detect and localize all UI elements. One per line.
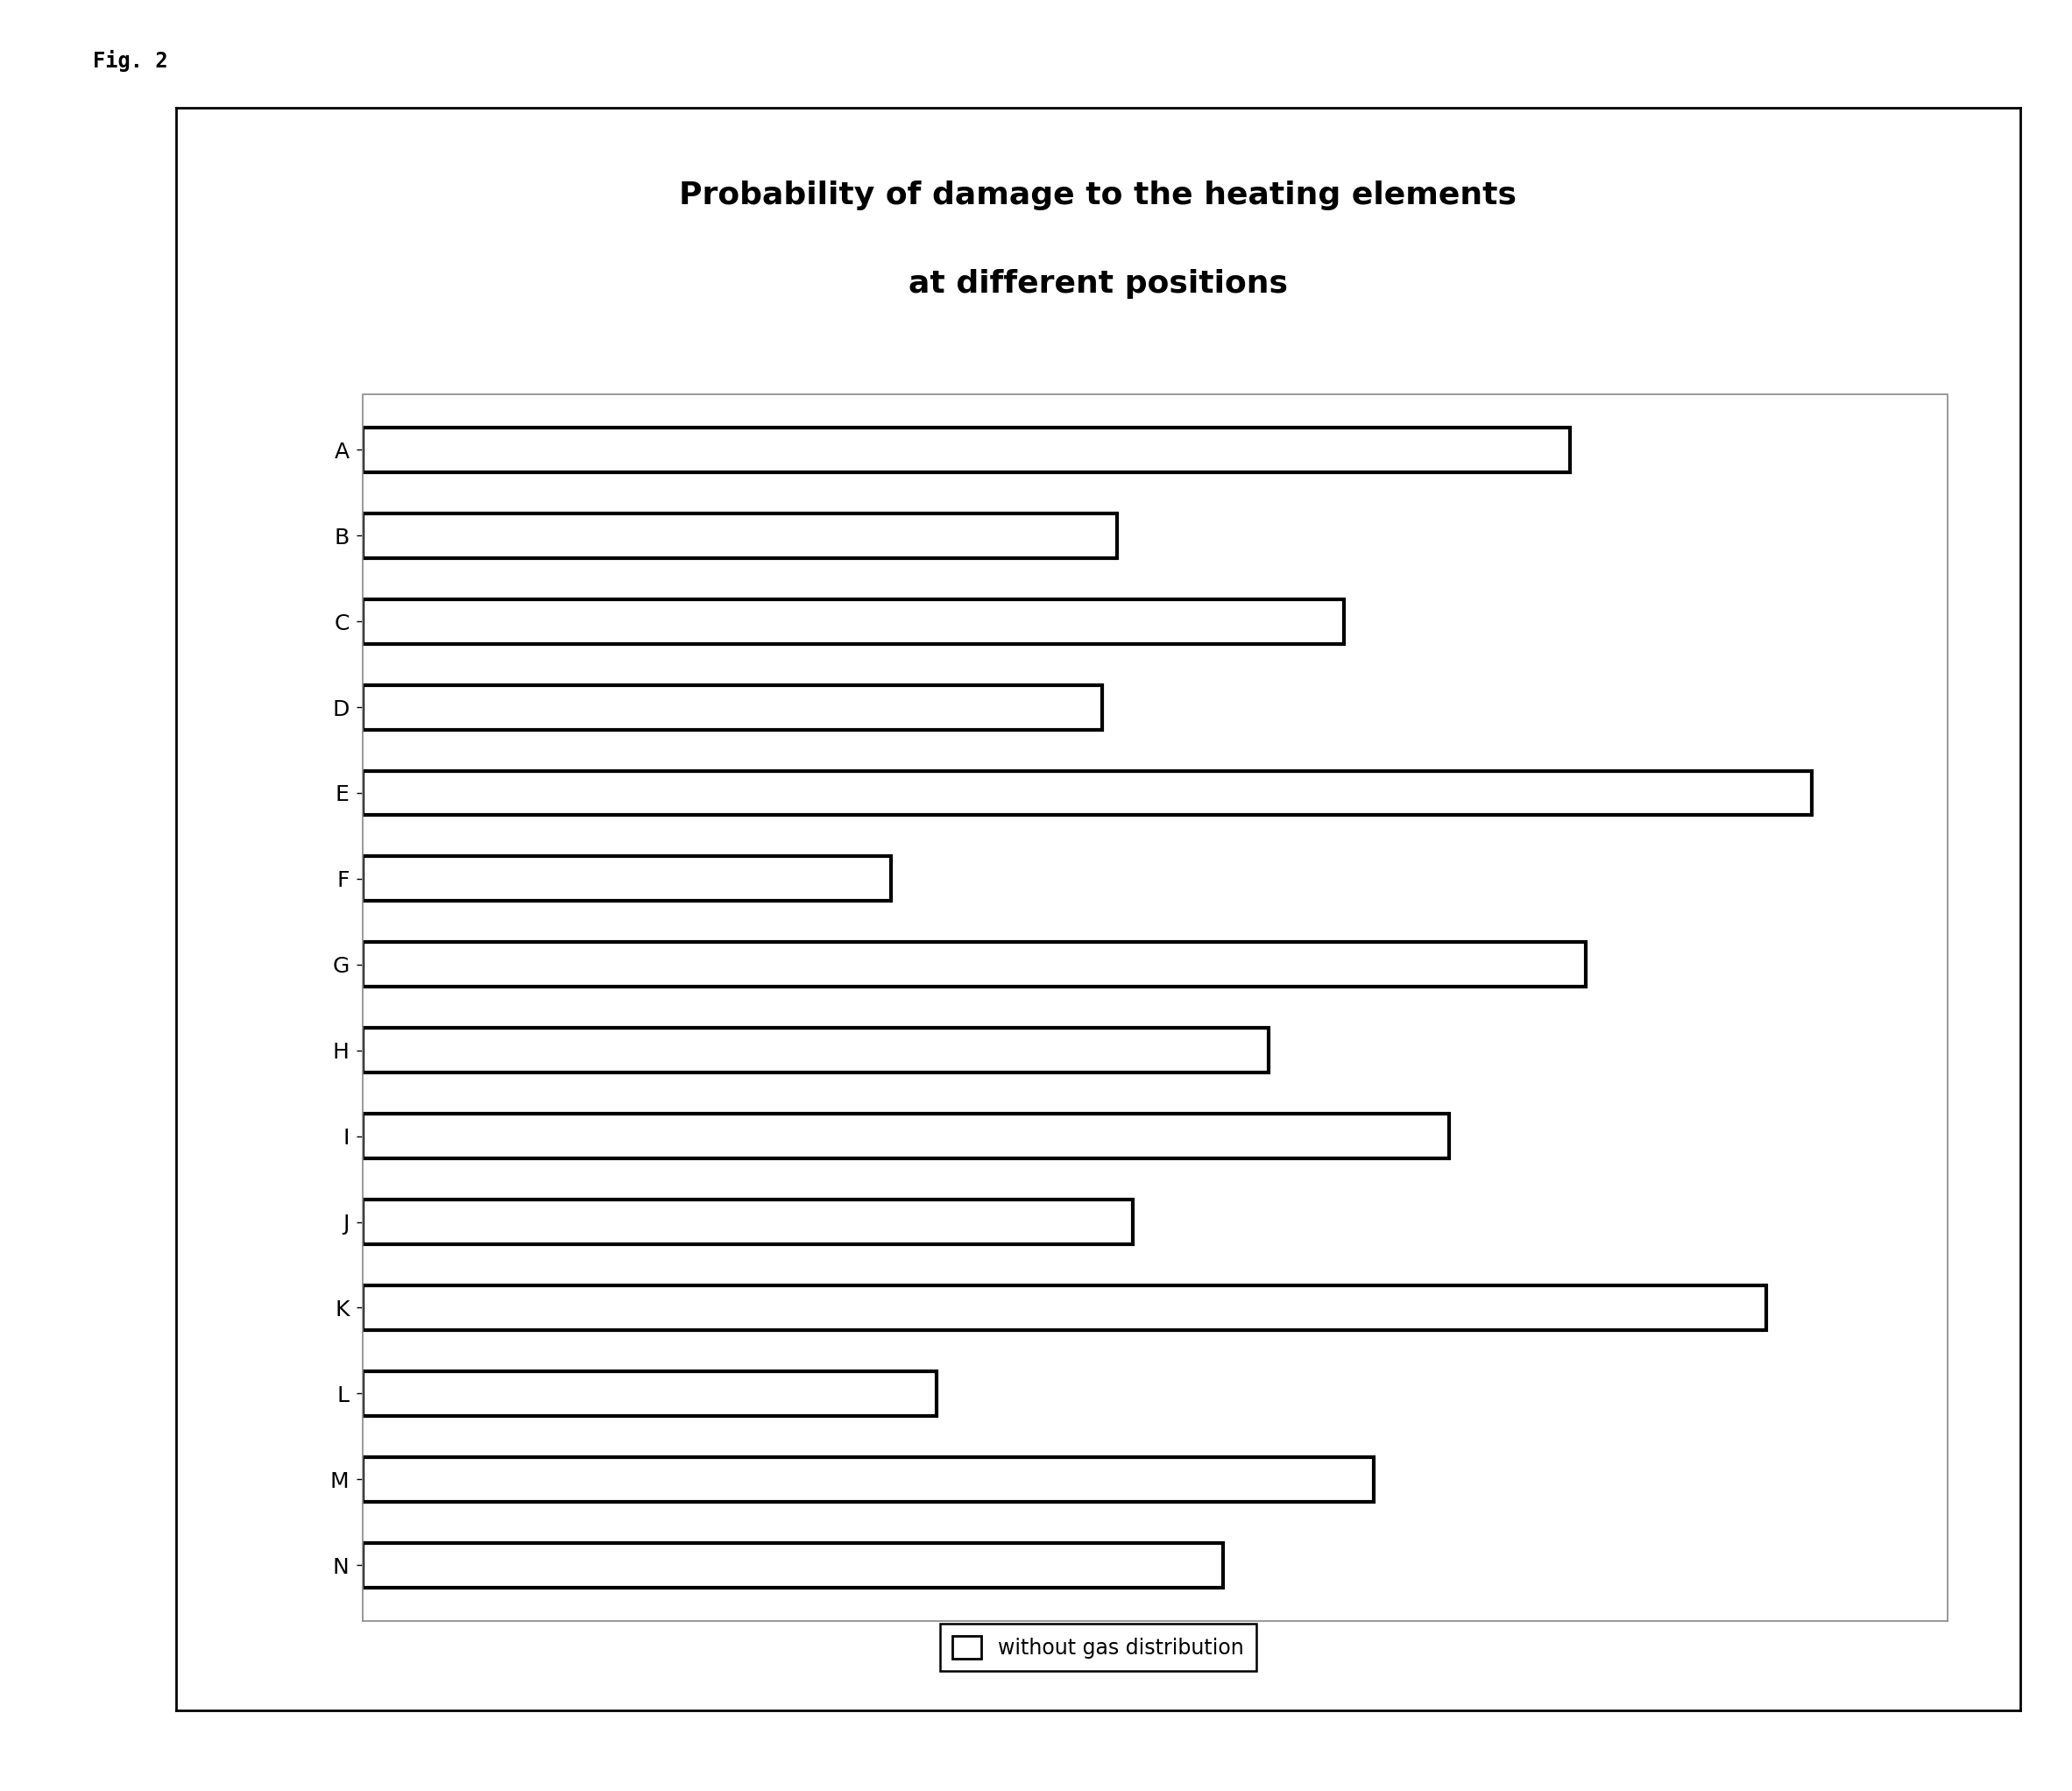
Bar <box>363 856 891 901</box>
Bar <box>363 1200 1133 1245</box>
Bar <box>363 684 1102 729</box>
Bar <box>363 514 1117 557</box>
Bar <box>363 1542 1222 1587</box>
Text: at different positions: at different positions <box>908 269 1289 299</box>
Bar <box>363 1114 1450 1159</box>
Bar <box>363 1458 1374 1501</box>
Bar <box>363 1372 937 1417</box>
Legend: without gas distribution: without gas distribution <box>941 1624 1256 1671</box>
Text: Probability of damage to the heating elements: Probability of damage to the heating ele… <box>680 181 1517 211</box>
Text: Fig. 2: Fig. 2 <box>93 50 168 72</box>
Bar <box>363 1028 1268 1073</box>
Bar <box>363 1286 1767 1331</box>
Bar <box>363 770 1811 815</box>
Bar <box>363 598 1345 643</box>
Bar <box>363 428 1571 473</box>
Bar <box>363 942 1585 987</box>
